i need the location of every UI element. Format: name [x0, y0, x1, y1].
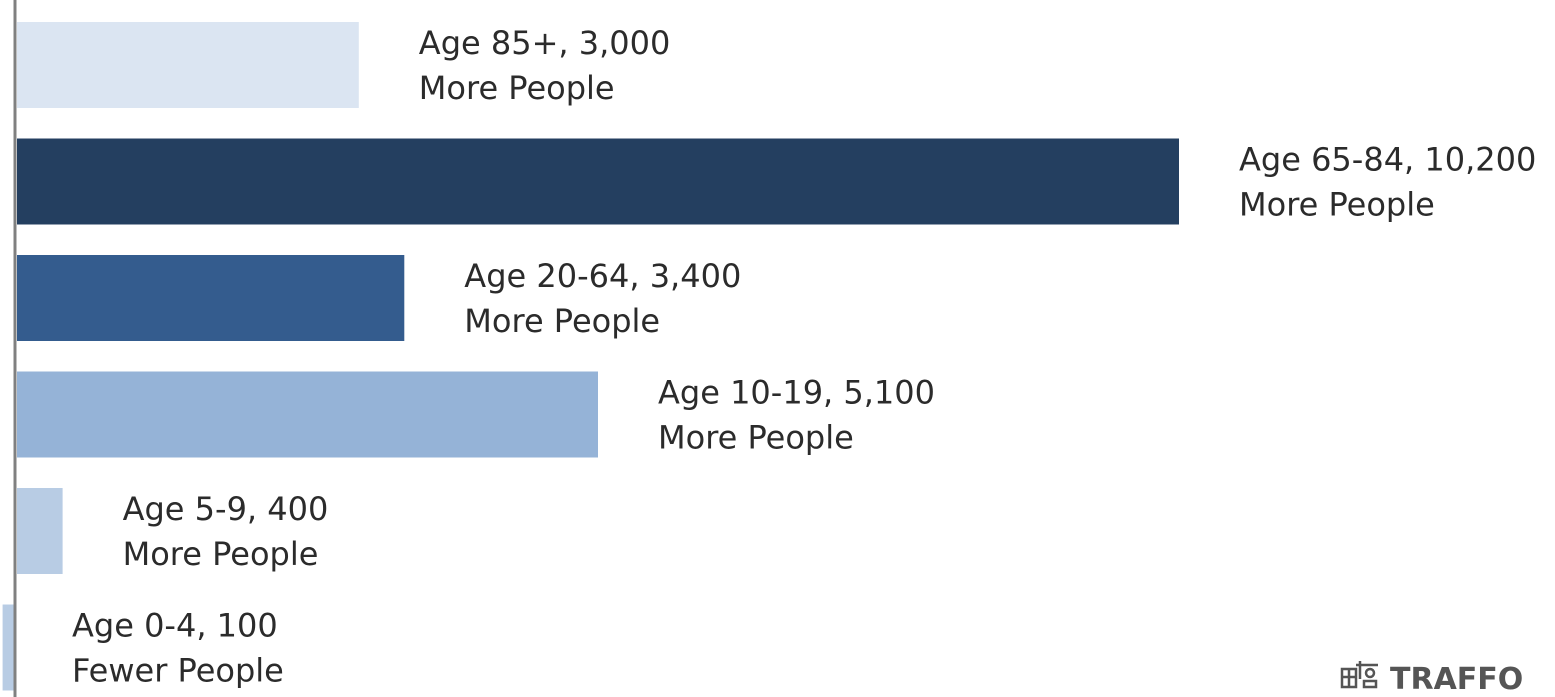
bar-label-line1: Age 0-4, 100	[72, 607, 278, 645]
bar-label-line1: Age 85+, 3,000	[419, 24, 671, 62]
bar-label-line1: Age 5-9, 400	[123, 490, 329, 528]
bar-label-line2: More People	[1239, 186, 1435, 224]
bar-age-5-9	[17, 488, 63, 574]
bar-label-line2: More People	[658, 419, 854, 457]
bar-label-line2: Fewer People	[72, 652, 284, 690]
bar-age-10-19	[17, 371, 598, 458]
traffo-logo-icon	[1340, 661, 1378, 689]
bar-label-line1: Age 10-19, 5,100	[658, 374, 935, 412]
bar-label-line2: More People	[123, 535, 319, 573]
bar-label: Age 10-19, 5,100 More People	[658, 374, 935, 457]
bar-age-0-4	[2, 604, 14, 691]
bar-label-line2: More People	[464, 302, 660, 340]
bar-label-line1: Age 20-64, 3,400	[464, 257, 741, 295]
bar-label-line2: More People	[419, 69, 615, 107]
bar-label: Age 0-4, 100 Fewer People	[72, 607, 284, 690]
bar-label: Age 20-64, 3,400 More People	[464, 257, 741, 340]
bar-age-65-84	[17, 138, 1179, 225]
traffo-logo-text: TRAFFO	[1390, 662, 1523, 697]
bar-age-85-	[17, 22, 359, 108]
bar-label: Age 65-84, 10,200 More People	[1239, 141, 1536, 224]
traffo-logo: TRAFFO	[1340, 661, 1523, 697]
bars-group	[2, 22, 1179, 691]
bar-label: Age 5-9, 400 More People	[123, 490, 329, 573]
bar-age-20-64	[17, 255, 405, 341]
bar-label: Age 85+, 3,000 More People	[419, 24, 671, 107]
bar-label-line1: Age 65-84, 10,200	[1239, 141, 1536, 179]
